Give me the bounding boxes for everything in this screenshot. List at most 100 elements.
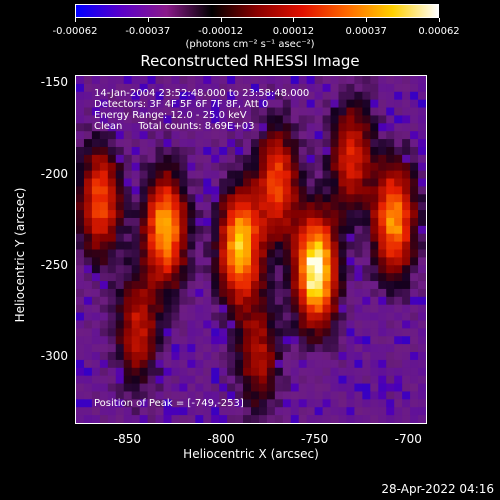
heatmap-cell [266,170,276,180]
heatmap-cell [330,328,340,337]
heatmap-cell [386,281,395,290]
heatmap-cell [243,288,252,298]
heatmap-cell [99,154,109,164]
heatmap-cell [147,131,157,140]
heatmap-cell [314,131,324,140]
heatmap-cell [362,233,371,243]
heatmap-cell [187,367,196,377]
heatmap-cell [354,91,363,101]
heatmap-cell [235,178,244,188]
heatmap-cell [139,107,149,117]
heatmap-cell [306,375,316,385]
heatmap-cell [394,383,403,393]
heatmap-cell [171,415,181,423]
heatmap-cell [274,76,284,85]
heatmap-cell [76,265,85,274]
heatmap-cell [290,210,300,219]
heatmap-cell [139,99,149,109]
heatmap-cell [163,241,173,251]
heatmap-cell [155,225,165,235]
heatmap-cell [219,76,228,85]
heatmap-cell [131,146,141,156]
heatmap-cell [354,265,363,274]
heatmap-cell [123,257,133,266]
heatmap-cell [370,99,379,109]
heatmap-cell [179,383,188,393]
heatmap-cell [258,115,268,124]
heatmap-cell [91,375,101,385]
heatmap-cell [402,352,411,361]
heatmap-cell [314,273,324,282]
heatmap-cell [203,391,212,400]
heatmap-cell [123,194,133,203]
heatmap-cell [314,281,324,290]
heatmap-cell [266,233,276,243]
heatmap-cell [362,344,371,353]
heatmap-cell [378,281,387,290]
heatmap-cell [235,383,244,393]
heatmap-cell [418,304,426,314]
heatmap-cell [171,359,181,369]
heatmap-cell [298,123,308,132]
heatmap-cell [386,407,395,416]
heatmap-cell [410,288,419,298]
heatmap-cell [227,320,236,329]
heatmap-cell [235,210,244,219]
heatmap-cell [147,107,157,117]
heatmap-cell [314,265,324,274]
heatmap-cell [195,83,204,93]
heatmap-cell [187,210,196,219]
heatmap-cell [147,328,157,337]
heatmap-cell [171,344,181,353]
heatmap-cell [338,99,348,109]
heatmap-cell [330,288,340,298]
heatmap-cell [266,146,276,156]
heatmap-cell [410,217,419,227]
heatmap-cell [243,415,252,423]
heatmap-cell [362,99,371,109]
heatmap-cell [147,76,157,85]
heatmap-cell [418,344,426,353]
heatmap-cell [163,202,173,211]
heatmap-cell [362,115,371,124]
heatmap-cell [418,312,426,322]
heatmap-cell [76,383,85,393]
y-tick-label: -300 [40,349,68,364]
heatmap-cell [163,304,173,314]
heatmap-cell [394,375,403,385]
heatmap-cell [330,202,340,211]
heatmap-cell [314,257,324,266]
heatmap-cell [163,312,173,322]
heatmap-cell [386,210,395,219]
heatmap-cell [187,154,196,164]
heatmap-cell [370,170,379,180]
heatmap-cell [282,131,292,140]
heatmap-cell [195,304,204,314]
heatmap-cell [282,91,292,101]
heatmap-cell [402,296,411,306]
heatmap-cell [330,359,340,369]
heatmap-cell [235,281,244,290]
heatmap-cell [147,383,157,393]
heatmap-cell [378,344,387,353]
heatmap-cell [354,178,363,188]
heatmap-cell [370,265,379,274]
heatmap-cell [83,407,93,416]
heatmap-cell [147,217,157,227]
heatmap-cell [314,91,324,101]
heatmap-cell [123,407,133,416]
heatmap-cell [83,273,93,282]
heatmap-cell [91,170,101,180]
heatmap-cell [266,131,276,140]
heatmap-cell [378,399,387,408]
heatmap-cell [99,281,109,290]
heatmap-cell [402,194,411,203]
heatmap-cell [235,225,244,235]
heatmap-cell [139,383,149,393]
heatmap-cell [227,241,236,251]
heatmap-cell [330,320,340,329]
heatmap-cell [99,320,109,329]
heatmap-cell [306,344,316,353]
heatmap-cell [330,281,340,290]
heatmap-cell [195,123,204,132]
